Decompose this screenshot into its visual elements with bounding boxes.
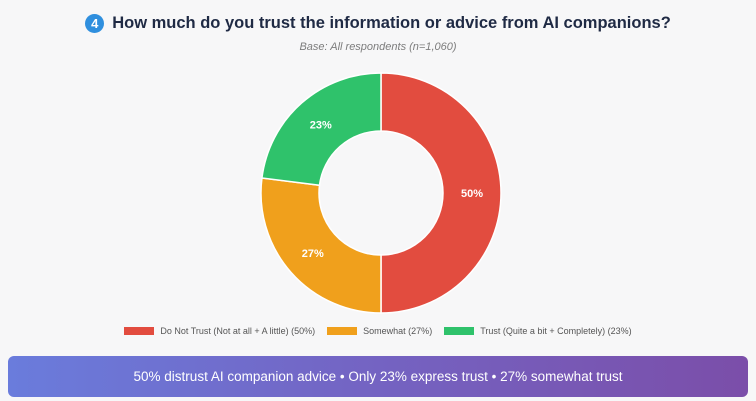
slice-do-not-trust[interactable] (380, 72, 502, 314)
legend-label: Somewhat (27%) (363, 326, 433, 336)
slice-somewhat[interactable] (260, 177, 382, 314)
chart-legend: Do Not Trust (Not at all + A little) (50… (0, 326, 756, 336)
summary-text: 50% distrust AI companion advice • Only … (133, 369, 623, 384)
chart-title: How much do you trust the information or… (112, 13, 671, 32)
legend-swatch (124, 327, 155, 335)
legend-item-somewhat[interactable]: Somewhat (27%) (327, 326, 432, 336)
slice-trust[interactable] (261, 72, 382, 187)
data-label-do-not-trust: 50% (461, 188, 483, 200)
legend-swatch (444, 327, 475, 335)
summary-banner: 50% distrust AI companion advice • Only … (8, 356, 748, 397)
data-label-trust: 23% (310, 120, 332, 132)
legend-item-do-not-trust[interactable]: Do Not Trust (Not at all + A little) (50… (124, 326, 315, 336)
chart-header: 4 How much do you trust the information … (0, 10, 756, 36)
legend-swatch (327, 327, 358, 335)
data-label-somewhat: 27% (302, 248, 324, 260)
donut-chart: 50% 27% 23% (260, 72, 502, 314)
chart-subtitle: Base: All respondents (n=1,060) (299, 41, 457, 53)
legend-item-trust[interactable]: Trust (Quite a bit + Completely) (23%) (444, 326, 632, 336)
question-number-badge: 4 (85, 13, 105, 33)
legend-label: Trust (Quite a bit + Completely) (23%) (480, 326, 632, 336)
legend-label: Do Not Trust (Not at all + A little) (50… (160, 326, 316, 336)
